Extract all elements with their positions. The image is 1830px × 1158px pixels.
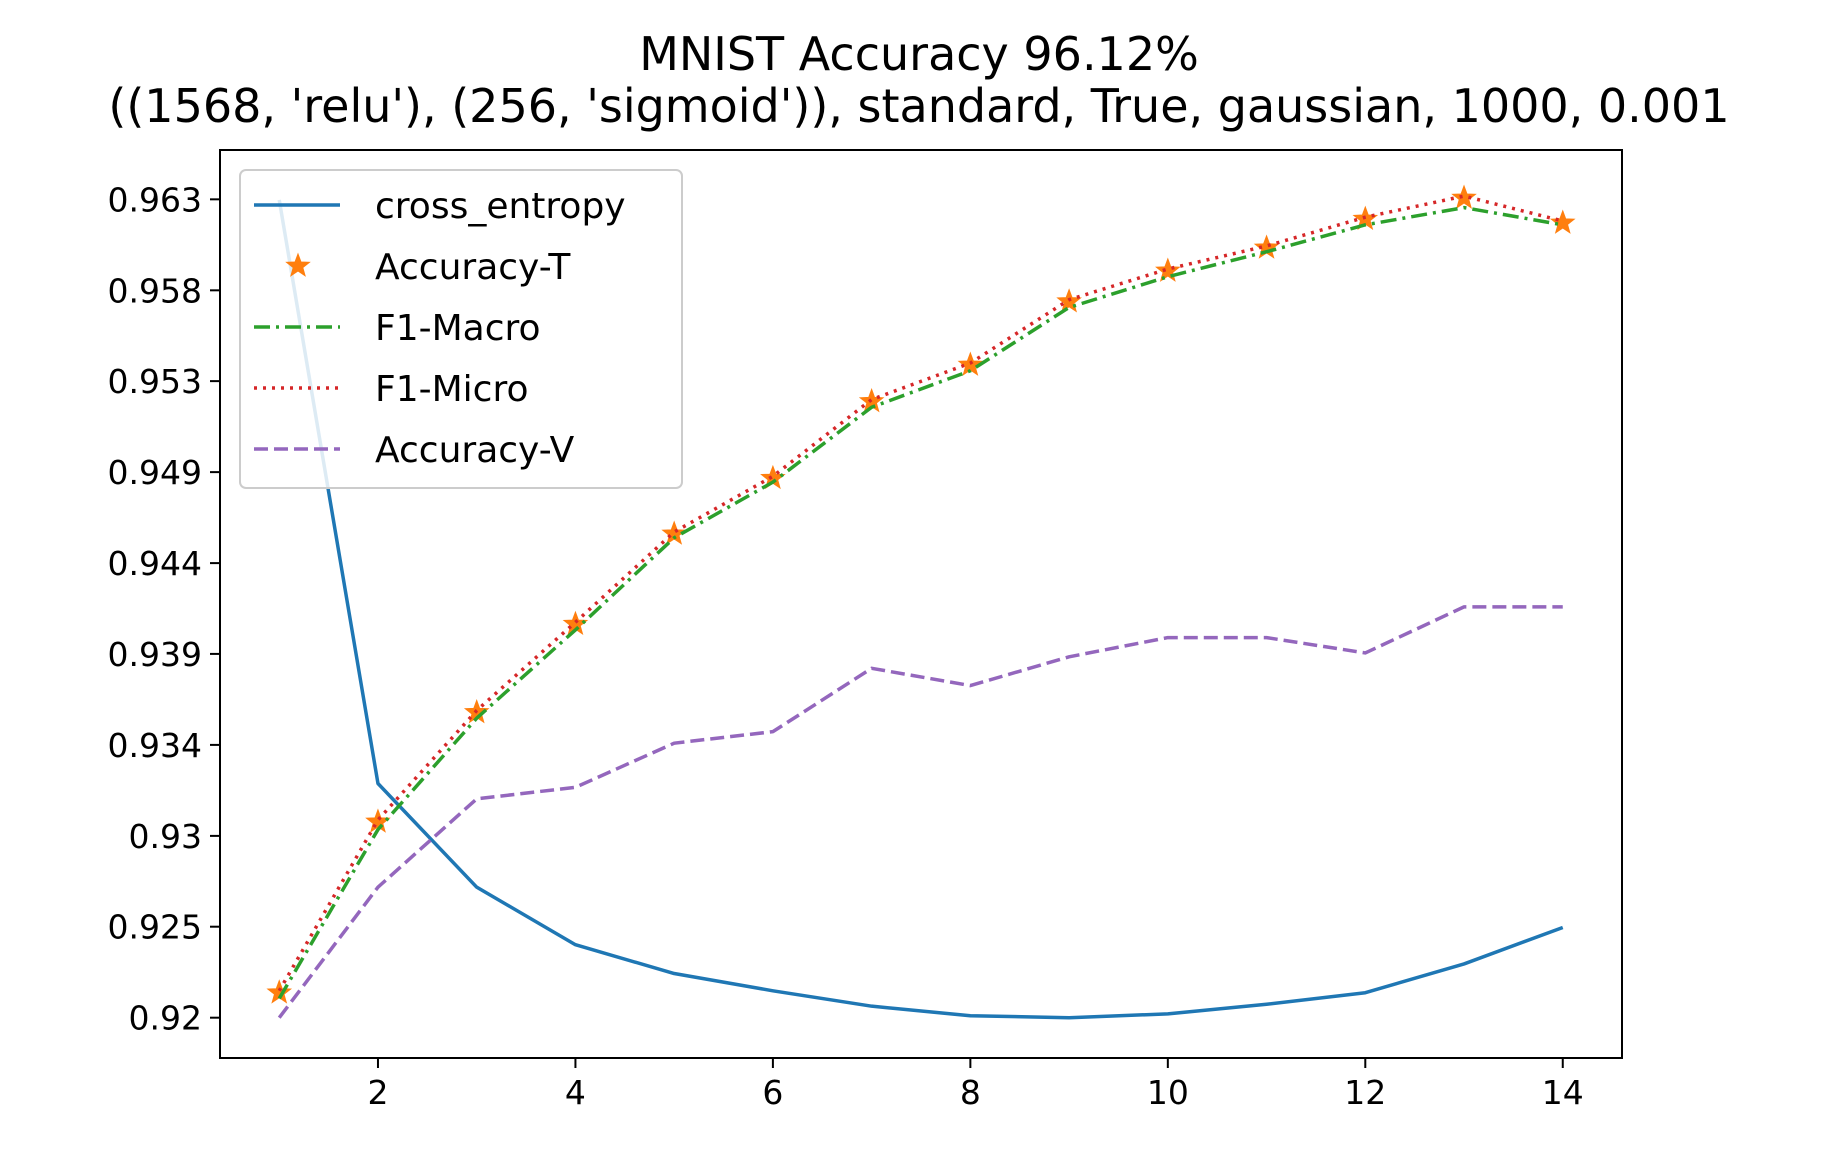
legend-item-accuracy-t: Accuracy-T: [285, 247, 571, 288]
legend: cross_entropy Accuracy-T F1-Macro F1-Micro A…: [239, 169, 683, 489]
y-tick-label: 0.963: [108, 180, 202, 219]
data-point: [1155, 257, 1181, 282]
y-tick-label: 0.939: [108, 635, 202, 674]
series-f1-macro: [277, 205, 1564, 1000]
legend-item-f1-macro: F1-Macro: [254, 308, 541, 349]
x-tick-label: 2: [367, 1073, 388, 1112]
x-tick-label: 12: [1344, 1073, 1386, 1112]
x-tick-label: 6: [762, 1073, 783, 1112]
y-tick-label: 0.949: [108, 453, 202, 492]
y-axis: 0.92 0.925 0.93 0.934 0.939 0.944 0.949 0.953 0.…: [108, 180, 220, 1038]
legend-label: Accuracy-V: [375, 430, 575, 471]
series-layer: [266, 184, 1576, 1020]
y-tick-label: 0.958: [108, 271, 202, 310]
x-tick-label: 8: [960, 1073, 981, 1112]
data-point: [1451, 184, 1477, 209]
legend-item-cross-entropy: cross_entropy: [254, 186, 626, 227]
y-tick-label: 0.934: [108, 726, 202, 765]
x-tick-label: 10: [1147, 1073, 1189, 1112]
data-point: [1549, 209, 1576, 234]
legend-item-accuracy-v: Accuracy-V: [254, 430, 575, 471]
axes-layer: 2 4 6 8 10 12 140.920.9250.930.9340.9390.9440.…: [108, 149, 1623, 1112]
y-tick-label: 0.92: [129, 999, 202, 1038]
chart-subtitle: ((1568, 'relu'), (256, 'sigmoid')), stan…: [108, 79, 1729, 133]
legend-item-f1-micro: F1-Micro: [254, 369, 529, 410]
x-tick-label: 14: [1542, 1073, 1584, 1112]
series-line: [277, 205, 1564, 1000]
chart-title: MNIST Accuracy 96.12%: [639, 27, 1199, 81]
series-line: [277, 199, 1564, 1020]
y-tick-label: 0.953: [108, 362, 202, 401]
legend-label: Accuracy-T: [375, 247, 571, 288]
legend-box: [239, 169, 683, 489]
legend-marker: [285, 252, 311, 277]
x-axis: 2 4 6 8 10 12 14: [367, 1058, 1584, 1112]
series-accuracy-v: [277, 605, 1563, 1019]
series-cross-entropy: [277, 199, 1564, 1020]
y-tick-label: 0.944: [108, 544, 202, 583]
legend-label: F1-Micro: [375, 369, 529, 410]
y-tick-label: 0.93: [129, 817, 202, 856]
y-tick-label: 0.925: [108, 908, 202, 947]
series-line: [277, 194, 1564, 992]
legend-label: cross_entropy: [375, 186, 626, 227]
legend-label: F1-Macro: [375, 308, 541, 349]
x-tick-label: 4: [565, 1073, 586, 1112]
series-f1-micro: [277, 194, 1564, 992]
plot-frame: [219, 149, 1623, 1059]
series-line: [277, 605, 1563, 1019]
